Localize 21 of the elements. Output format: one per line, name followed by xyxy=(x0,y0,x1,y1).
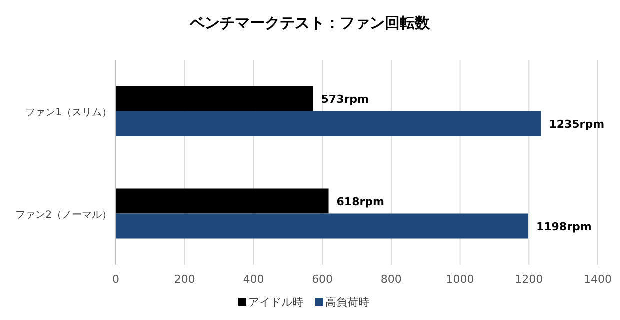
bar xyxy=(116,188,329,214)
x-tick-label: 1400 xyxy=(584,273,612,286)
x-tick-label: 0 xyxy=(112,273,120,286)
bar xyxy=(116,86,314,112)
bar xyxy=(116,214,528,239)
x-tick-label: 200 xyxy=(174,273,196,286)
x-tick-label: 1000 xyxy=(446,273,474,286)
x-tick-label: 1200 xyxy=(515,273,544,286)
bar xyxy=(116,111,542,136)
x-tick-label: 600 xyxy=(312,273,334,286)
data-label: 1198rpm xyxy=(536,220,592,234)
data-label: 618rpm xyxy=(336,195,385,208)
legend-label: 高負荷時 xyxy=(326,296,370,309)
y-tick-label: ファン2（ノーマル） xyxy=(16,210,112,221)
data-label: 1235rpm xyxy=(549,118,605,131)
chart-title: ベンチマークテスト：ファン回転数 xyxy=(189,14,431,32)
y-tick-label: ファン1（スリム） xyxy=(26,107,112,118)
data-label: 573rpm xyxy=(321,92,370,106)
legend-label: アイドル時 xyxy=(248,296,304,309)
x-tick-label: 800 xyxy=(380,273,402,286)
x-tick-label: 400 xyxy=(243,273,264,286)
